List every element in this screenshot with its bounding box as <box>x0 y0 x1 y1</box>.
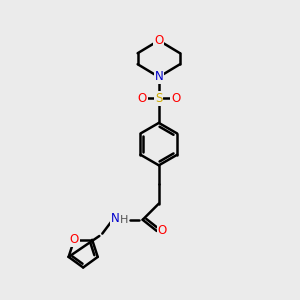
Text: H: H <box>120 215 129 225</box>
Text: N: N <box>111 212 120 225</box>
Text: O: O <box>171 92 180 105</box>
Text: S: S <box>155 92 163 105</box>
Text: O: O <box>137 92 147 105</box>
Text: O: O <box>158 224 167 238</box>
Text: O: O <box>70 233 79 246</box>
Text: O: O <box>154 34 164 47</box>
Text: N: N <box>154 70 163 83</box>
